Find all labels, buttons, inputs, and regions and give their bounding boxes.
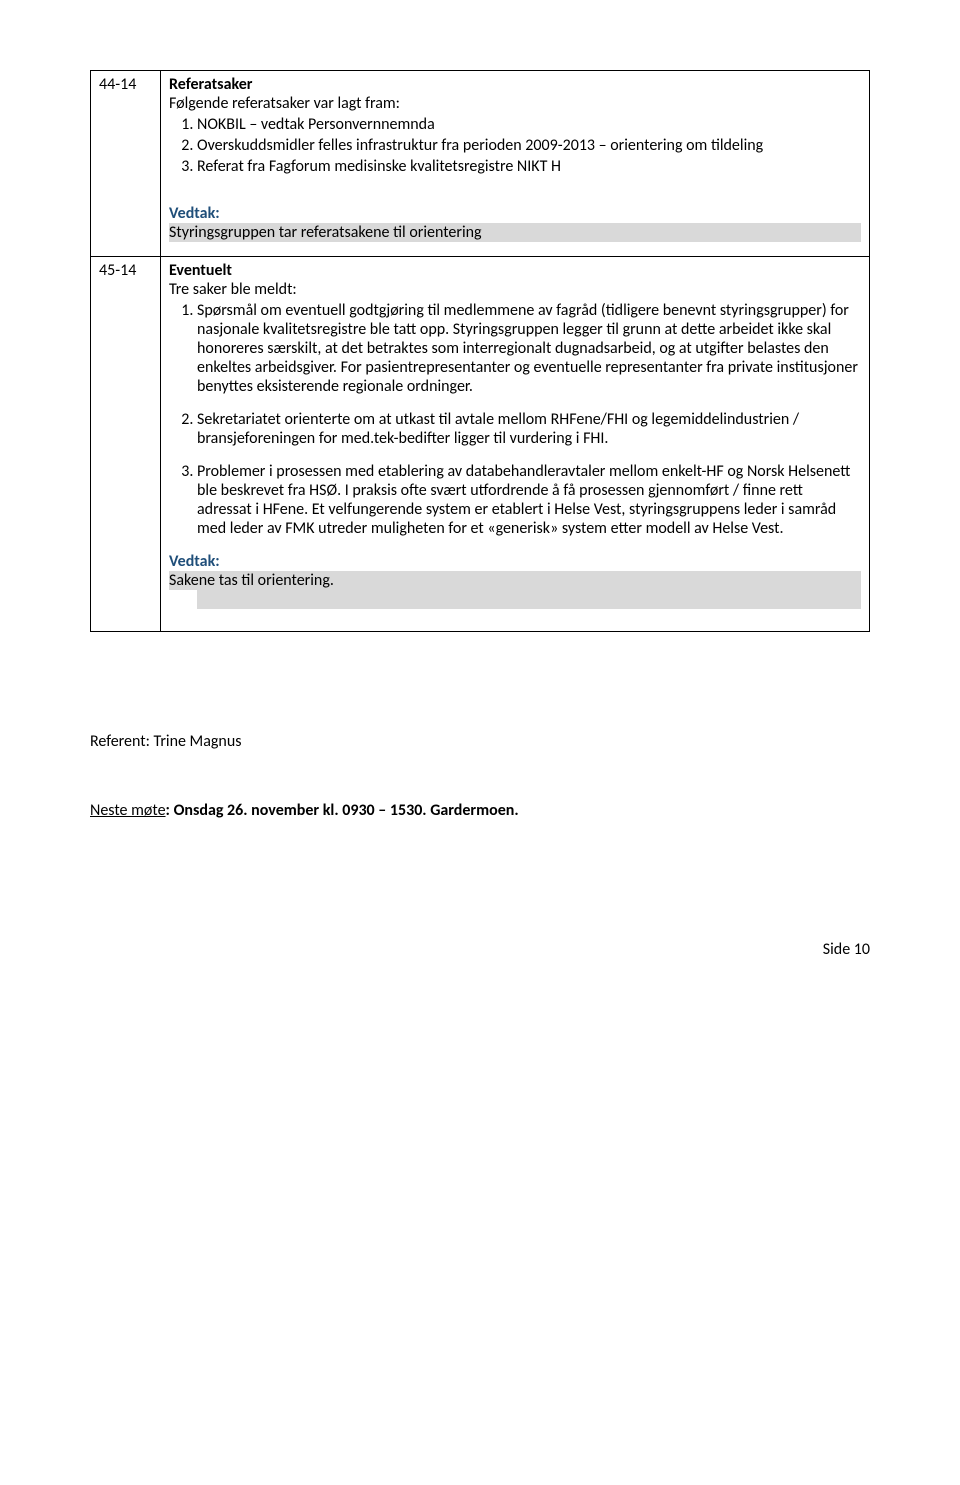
list-item: Referat fra Fagforum medisinske kvalitet… bbox=[197, 157, 861, 176]
item-content: Eventuelt Tre saker ble meldt: Spørsmål … bbox=[161, 257, 870, 632]
item-intro: Tre saker ble meldt: bbox=[169, 280, 297, 299]
page-number: Side 10 bbox=[90, 940, 870, 959]
vedtak-text: Sakene tas til orientering. bbox=[169, 571, 861, 590]
item-list: NOKBIL – vedtak Personvernnemnda Oversku… bbox=[169, 115, 861, 176]
next-meeting-label: Neste møte bbox=[90, 801, 166, 820]
item-list: Spørsmål om eventuell godtgjøring til me… bbox=[169, 301, 861, 538]
vedtak-label: Vedtak: bbox=[169, 552, 220, 571]
item-title: Referatsaker bbox=[169, 75, 252, 94]
item-number: 45-14 bbox=[91, 257, 161, 632]
item-number: 44-14 bbox=[91, 71, 161, 257]
list-item: Overskuddsmidler felles infrastruktur fr… bbox=[197, 136, 861, 155]
item-intro: Følgende referatsaker var lagt fram: bbox=[169, 94, 400, 113]
list-item: Problemer i prosessen med etablering av … bbox=[197, 462, 861, 538]
list-item: Spørsmål om eventuell godtgjøring til me… bbox=[197, 301, 861, 396]
table-row: 45-14 Eventuelt Tre saker ble meldt: Spø… bbox=[91, 257, 870, 632]
table-row: 44-14 Referatsaker Følgende referatsaker… bbox=[91, 71, 870, 257]
next-meeting-text: : Onsdag 26. november kl. 0930 – 1530. G… bbox=[166, 801, 519, 820]
item-content: Referatsaker Følgende referatsaker var l… bbox=[161, 71, 870, 257]
vedtak-text: Styringsgruppen tar referatsakene til or… bbox=[169, 223, 861, 242]
list-item: Sekretariatet orienterte om at utkast ti… bbox=[197, 410, 861, 448]
referent-line: Referent: Trine Magnus bbox=[90, 732, 870, 751]
list-item: NOKBIL – vedtak Personvernnemnda bbox=[197, 115, 861, 134]
next-meeting: Neste møte: Onsdag 26. november kl. 0930… bbox=[90, 801, 870, 820]
vedtak-label: Vedtak: bbox=[169, 204, 220, 223]
meeting-table: 44-14 Referatsaker Følgende referatsaker… bbox=[90, 70, 870, 632]
item-title: Eventuelt bbox=[169, 261, 232, 280]
